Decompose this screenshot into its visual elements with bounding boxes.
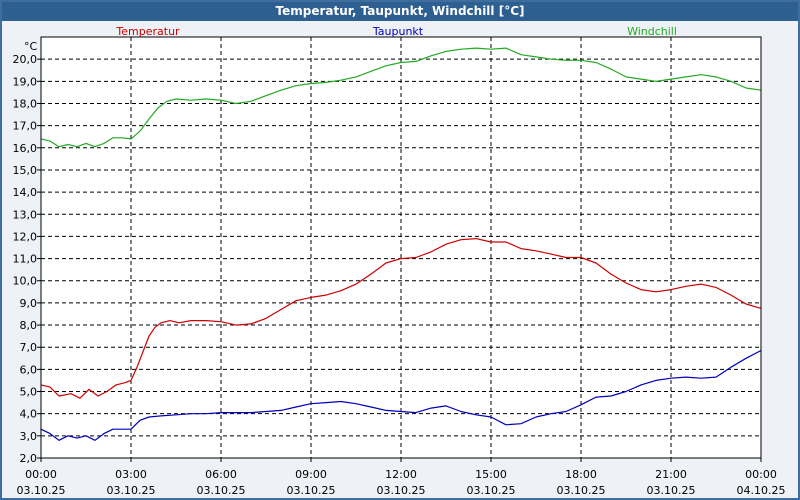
- y-tick-label: 2,0: [20, 452, 38, 465]
- y-tick-label: 3,0: [20, 430, 38, 443]
- legend-temperatur: Temperatur: [115, 25, 180, 38]
- x-tick-time: 18:00: [565, 468, 597, 481]
- y-tick-label: 17,0: [13, 120, 38, 133]
- x-tick-date: 03.10.25: [557, 484, 606, 497]
- legend-windchill: Windchill: [627, 25, 677, 38]
- y-tick-label: 13,0: [13, 208, 38, 221]
- y-axis-unit: °C: [24, 40, 38, 53]
- series-line-taupunkt: [40, 349, 762, 441]
- y-tick-label: 11,0: [13, 253, 38, 266]
- series-lines: [40, 47, 762, 441]
- y-tick-label: 16,0: [13, 142, 38, 155]
- y-tick-label: 8,0: [20, 319, 38, 332]
- x-tick-date: 03.10.25: [107, 484, 156, 497]
- x-tick-time: 00:00: [25, 468, 57, 481]
- x-tick-date: 04.10.25: [737, 484, 786, 497]
- y-tick-label: 15,0: [13, 164, 38, 177]
- y-tick-label: 12,0: [13, 230, 38, 243]
- y-tick-label: 6,0: [20, 363, 38, 376]
- x-tick-time: 09:00: [295, 468, 327, 481]
- x-tick-date: 03.10.25: [287, 484, 336, 497]
- x-tick-date: 03.10.25: [17, 484, 66, 497]
- x-tick-date: 03.10.25: [647, 484, 696, 497]
- x-tick-labels: 00:00 03.10.25 03:00 03.10.25 06:00 03.10.25 0…: [17, 468, 786, 497]
- x-tick-time: 12:00: [385, 468, 417, 481]
- x-tick-date: 03.10.25: [467, 484, 516, 497]
- window-title: Temperatur, Taupunkt, Windchill [°C]: [2, 2, 798, 21]
- y-tick-label: 9,0: [20, 297, 38, 310]
- y-tick-label: 18,0: [13, 97, 38, 110]
- series-line-windchill: [40, 47, 762, 148]
- y-tick-label: 14,0: [13, 186, 38, 199]
- legend-taupunkt: Taupunkt: [372, 25, 424, 38]
- x-tick-time: 06:00: [205, 468, 237, 481]
- y-tick-labels: 2,0 3,0 4,0 5,0 6,0 7,0 8,0 9,0 10,0 11,0 12,0 13,0…: [13, 53, 38, 465]
- series-line-temperatur: [40, 238, 762, 399]
- x-tick-date: 03.10.25: [197, 484, 246, 497]
- y-tick-label: 20,0: [13, 53, 38, 66]
- x-tick-time: 21:00: [655, 468, 687, 481]
- x-tick-date: 03.10.25: [377, 484, 426, 497]
- plot-border: [40, 36, 762, 459]
- x-tick-time: 03:00: [115, 468, 147, 481]
- y-tick-label: 10,0: [13, 275, 38, 288]
- y-tick-label: 5,0: [20, 386, 38, 399]
- y-tick-label: 7,0: [20, 341, 38, 354]
- x-tick-time: 00:00: [745, 468, 777, 481]
- y-tick-label: 4,0: [20, 408, 38, 421]
- y-tick-label: 19,0: [13, 75, 38, 88]
- x-tick-time: 15:00: [475, 468, 507, 481]
